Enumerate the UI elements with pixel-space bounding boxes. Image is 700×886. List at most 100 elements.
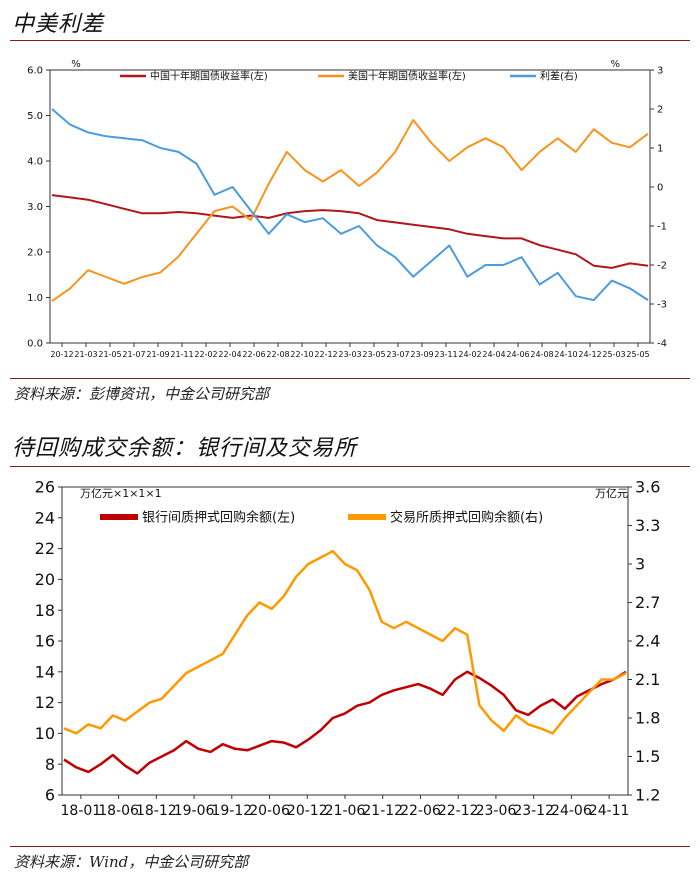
chart1-xtick-label: 22-04 xyxy=(218,350,241,359)
chart2-left-unit: 万亿元×1×1×1 xyxy=(80,487,162,500)
chart1-ytick-right-label: 3 xyxy=(657,66,663,77)
chart2-svg: 6 8 10 12 14 16 18 20 22 24 26 1.2 1.5 1.8 2.1 2.4 2.7 3 3… xyxy=(35,478,661,819)
chart1-ytick-left-label: 3.0 xyxy=(27,202,43,213)
chart1-section-title: 中美利差 xyxy=(12,12,105,37)
chart2-ytick-right-label: 3.3 xyxy=(635,516,660,535)
chart1-ytick-left-label: 2.0 xyxy=(27,248,43,259)
chart1-ytick-right-label: -2 xyxy=(657,261,667,272)
chart2-ytick-right-label: 2.1 xyxy=(635,670,660,689)
chart2-xtick-label: 21-06 xyxy=(325,803,366,819)
chart2-ytick-right-label: 3.6 xyxy=(635,478,660,497)
chart1-bottom-rule xyxy=(10,378,690,379)
chart1-xtick-label: 22-10 xyxy=(290,350,313,359)
chart2-ytick-left-label: 22 xyxy=(35,539,55,558)
chart2-ytick-left-label: 18 xyxy=(35,601,55,620)
chart2-xtick-label: 23-12 xyxy=(513,803,554,819)
chart2-plot-frame xyxy=(61,486,629,796)
chart1-xtick-label: 20-12 xyxy=(50,350,73,359)
chart1-source: 资料来源：彭博资讯，中金公司研究部 xyxy=(14,385,270,403)
chart1-xtick-label: 24-12 xyxy=(578,350,601,359)
chart1-ytick-left-label: 4.0 xyxy=(27,157,43,168)
chart2-bottom-rule xyxy=(10,846,690,847)
chart1-plot-frame xyxy=(49,69,651,344)
chart2-right-unit: 万亿元 xyxy=(595,487,628,500)
chart2-series-line-0 xyxy=(63,670,627,775)
chart1-xtick-label: 24-04 xyxy=(482,350,505,359)
chart1-xtick-label: 24-08 xyxy=(530,350,553,359)
chart2-xtick-label: 24-11 xyxy=(589,803,630,819)
chart2-source: 资料来源：Wind，中金公司研究部 xyxy=(14,853,249,871)
chart2-ytick-right-label: 1.2 xyxy=(635,786,660,805)
chart1-ytick-right-label: 2 xyxy=(657,105,663,116)
chart2-xtick-label: 21-12 xyxy=(362,803,403,819)
chart2-xtick-label: 22-12 xyxy=(438,803,479,819)
chart1-series-line-2 xyxy=(51,108,649,302)
chart2-legend-label-1: 交易所质押式回购余额(右) xyxy=(390,510,543,526)
chart2-title-rule xyxy=(10,466,690,467)
chart1-xtick-label: 23-03 xyxy=(338,350,361,359)
chart2-ytick-left-label: 26 xyxy=(35,478,55,497)
chart1-right-unit: % xyxy=(610,59,620,70)
chart2-xtick-label: 20-12 xyxy=(287,803,328,819)
chart1-ytick-left-label: 5.0 xyxy=(27,111,43,122)
chart1-xtick-label: 21-05 xyxy=(98,350,121,359)
chart2-xtick-label: 24-06 xyxy=(551,803,592,819)
chart2-xtick-label: 20-06 xyxy=(249,803,290,819)
chart2-xtick-label: 18-06 xyxy=(98,803,139,819)
chart2-ytick-left-label: 14 xyxy=(35,662,55,681)
chart1-ytick-right-label: -3 xyxy=(657,300,667,311)
chart2-ytick-left-label: 24 xyxy=(35,508,55,527)
chart1-left-unit: % xyxy=(71,59,81,70)
chart2-series-line-1 xyxy=(63,549,627,735)
chart1-series-line-0 xyxy=(51,194,649,269)
chart1-xtick-label: 22-02 xyxy=(194,350,217,359)
chart2-ytick-left-label: 6 xyxy=(45,786,55,805)
chart1-xtick-label: 22-08 xyxy=(266,350,289,359)
chart2-xtick-label: 23-06 xyxy=(476,803,517,819)
chart1-xtick-label: 24-10 xyxy=(554,350,577,359)
chart1-ytick-left-label: 1.0 xyxy=(27,293,43,304)
chart1-ytick-right-label: -4 xyxy=(657,339,667,350)
chart1-legend-label-0: 中国十年期国债收益率(左) xyxy=(150,70,268,83)
chart1-xtick-label: 25-05 xyxy=(626,350,649,359)
chart1-ytick-left-label: 6.0 xyxy=(27,66,43,77)
chart1-xtick-label: 23-07 xyxy=(386,350,409,359)
chart2-ytick-left-label: 20 xyxy=(35,570,55,589)
chart2-ytick-right-label: 1.8 xyxy=(635,709,660,728)
chart2-ytick-left-label: 10 xyxy=(35,724,55,743)
chart1-ytick-right-label: 0 xyxy=(657,183,663,194)
chart1-xtick-label: 23-11 xyxy=(434,350,457,359)
chart2-ytick-left-label: 12 xyxy=(35,693,55,712)
chart2-legend-label-0: 银行间质押式回购余额(左) xyxy=(142,510,295,526)
chart2-xtick-label: 19-12 xyxy=(211,803,252,819)
chart2-xtick-label: 19-06 xyxy=(174,803,215,819)
chart2-ytick-right-label: 1.5 xyxy=(635,747,660,766)
chart1-series-line-1 xyxy=(51,119,649,302)
chart1-xtick-label: 24-06 xyxy=(506,350,529,359)
chart2-ytick-right-label: 2.4 xyxy=(635,632,660,651)
chart1-xtick-label: 21-09 xyxy=(146,350,169,359)
chart1-ytick-right-label: 1 xyxy=(657,144,663,155)
chart2-ytick-right-label: 3 xyxy=(635,555,645,574)
chart1-xtick-label: 22-06 xyxy=(242,350,265,359)
chart2-xtick-label: 18-12 xyxy=(136,803,177,819)
chart1-xtick-label: 22-12 xyxy=(314,350,337,359)
chart1-xtick-label: 21-03 xyxy=(74,350,97,359)
chart1-title-rule xyxy=(10,40,690,41)
chart1-legend-label-1: 美国十年期国债收益率(左) xyxy=(348,70,466,83)
chart1-xtick-label: 21-07 xyxy=(122,350,145,359)
chart1-legend-label-2: 利差(右) xyxy=(540,70,578,83)
chart1-ytick-right-label: -1 xyxy=(657,222,667,233)
chart2-xtick-label: 22-06 xyxy=(400,803,441,819)
chart1-xtick-label: 21-11 xyxy=(170,350,193,359)
chart1-xtick-label: 25-03 xyxy=(602,350,625,359)
chart1-xtick-label: 23-09 xyxy=(410,350,433,359)
chart2-section-title: 待回购成交余额：银行间及交易所 xyxy=(12,436,358,461)
chart1-xtick-label: 24-02 xyxy=(458,350,481,359)
chart1-ytick-left-label: 0.0 xyxy=(27,339,43,350)
chart1-xtick-label: 23-05 xyxy=(362,350,385,359)
chart2-ytick-left-label: 8 xyxy=(45,755,55,774)
chart2-ytick-right-label: 2.7 xyxy=(635,593,660,612)
chart2-xtick-label: 18-01 xyxy=(61,803,102,819)
